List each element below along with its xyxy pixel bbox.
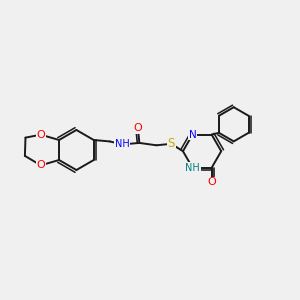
Text: O: O — [36, 160, 45, 170]
Text: NH: NH — [115, 140, 130, 149]
Text: O: O — [36, 130, 45, 140]
Text: N: N — [189, 130, 196, 140]
Text: O: O — [134, 123, 142, 133]
Text: O: O — [207, 178, 216, 188]
Text: NH: NH — [185, 163, 200, 173]
Text: S: S — [167, 137, 175, 150]
